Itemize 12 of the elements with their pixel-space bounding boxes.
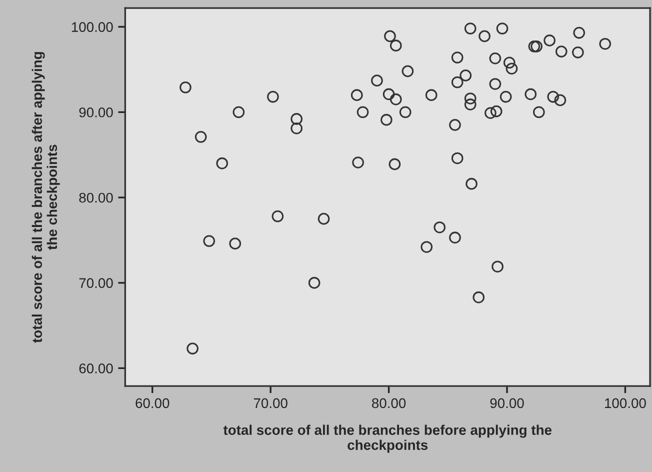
y-tick-label: 100.00 [72, 22, 113, 32]
y-tick-label: 80.00 [79, 192, 113, 203]
x-axis-title: total score of all the branches before applying the checkpoints [223, 424, 552, 453]
x-tick-label: 100.00 [605, 398, 646, 408]
x-tick-label: 60.00 [136, 398, 170, 408]
x-tick-label: 90.00 [490, 398, 524, 408]
x-tick-label: 80.00 [372, 398, 406, 408]
x-tick-label: 70.00 [254, 398, 288, 408]
y-tick-label: 70.00 [79, 278, 113, 288]
y-tick-label: 90.00 [79, 107, 113, 118]
y-tick-label: 60.00 [79, 364, 113, 374]
y-axis-title: total score of all the branches after applying the checkpoints [32, 52, 60, 343]
